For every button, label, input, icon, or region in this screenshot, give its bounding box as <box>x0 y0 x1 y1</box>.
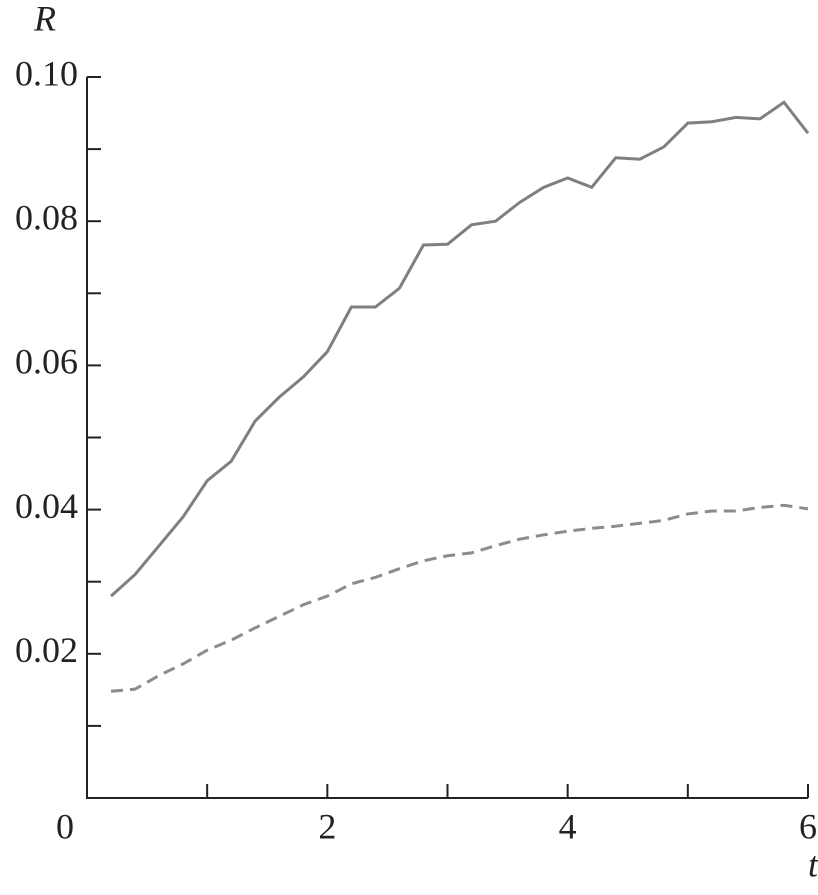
y-tick-label: 0.06 <box>15 342 78 382</box>
y-tick-label: 0.10 <box>15 53 78 93</box>
y-tick-label: 0.04 <box>15 486 78 526</box>
x-tick-label: 2 <box>318 806 336 846</box>
series-line <box>110 503 809 693</box>
y-tick-label: 0.02 <box>15 630 78 670</box>
series-line <box>110 100 810 598</box>
x-tick-label: 6 <box>799 806 817 846</box>
y-axis-label: R <box>33 0 56 38</box>
x-tick-label: 0 <box>56 806 74 846</box>
y-tick-label: 0.08 <box>15 197 78 237</box>
x-axis-label: t <box>808 844 818 884</box>
x-tick-label: 4 <box>559 806 577 846</box>
axes <box>86 77 808 799</box>
